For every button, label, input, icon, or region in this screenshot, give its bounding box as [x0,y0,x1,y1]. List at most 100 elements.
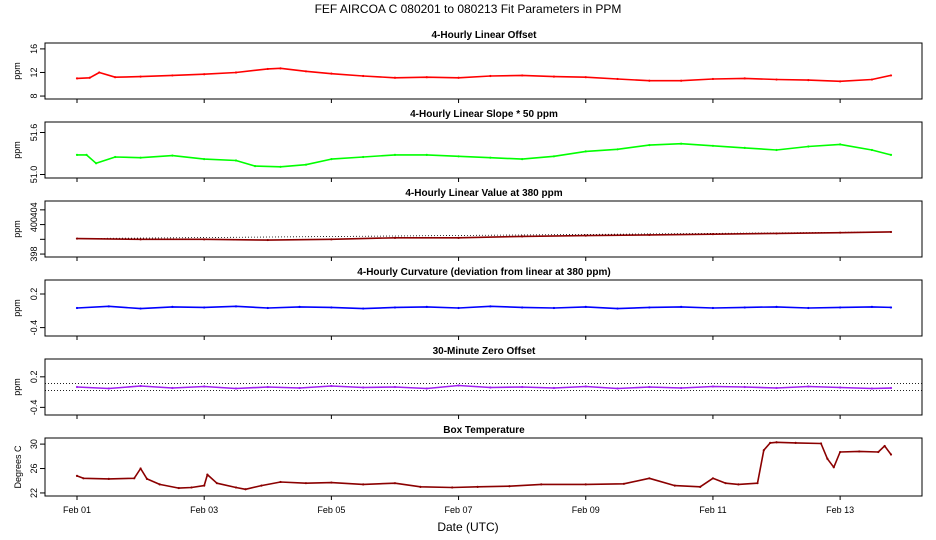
data-point [680,79,683,82]
data-point [521,385,524,389]
data-point [98,71,101,74]
x-tick-label: Feb 11 [699,505,726,515]
data-point [737,483,740,486]
data-point [743,306,746,309]
data-point [489,74,492,78]
data-point [203,306,206,309]
data-point [711,77,715,81]
data-point [889,230,893,234]
data-point [244,488,247,491]
y-axis-label: ppm [12,141,22,159]
data-point [171,305,174,308]
data-point [775,78,778,81]
data-point [616,148,619,151]
data-point [756,482,759,485]
data-point [508,485,511,488]
data-point [457,384,460,387]
series-line [76,231,892,241]
data-point [552,386,556,390]
data-point [266,306,269,310]
data-point [75,385,79,389]
data-point [82,477,85,480]
data-point [680,386,683,390]
data-point [362,74,365,78]
data-point [298,386,301,390]
data-point [839,143,842,146]
data-point [794,441,797,444]
data-point [215,482,219,485]
panel-title: Box Temperature [443,425,525,436]
y-tick-label: 400 [29,217,39,232]
data-point [139,384,142,388]
series-line [76,67,892,83]
data-point [457,76,460,79]
data-point [775,386,778,390]
data-point [540,483,543,486]
data-point [762,449,765,452]
data-point [133,477,136,480]
x-tick-label: Feb 01 [63,505,91,515]
data-point [451,486,454,489]
data-point [870,78,874,81]
data-point [584,305,587,308]
panel-title: 4-Hourly Linear Slope * 50 ppm [410,109,558,120]
data-point [206,473,209,476]
data-point [393,76,397,79]
series-line [76,441,892,491]
data-point [648,306,651,309]
plot-frame [44,437,923,497]
data-point [330,72,333,75]
panel-2: 4-Hourly Linear Slope * 50 ppm ppm 51.0 51.… [12,109,923,184]
data-point [870,305,874,308]
panel-3: 4-Hourly Linear Value at 380 ppm ppm 398 40… [12,188,923,262]
data-point [171,154,174,157]
x-axis-label: Date (UTC) [437,520,498,534]
data-point [889,386,893,390]
data-point [139,467,142,470]
data-point [711,306,715,310]
panel-title: 30-Minute Zero Offset [433,346,536,357]
data-point [362,307,365,310]
plot-frame [44,200,923,258]
data-point [393,306,397,309]
data-point [839,80,842,83]
panel-title: 4-Hourly Linear Value at 380 ppm [405,188,562,199]
data-point [584,234,587,237]
data-point [521,235,524,238]
data-point [648,233,651,236]
data-point [889,453,893,456]
data-point [552,75,556,78]
data-point [139,156,142,159]
data-point [870,387,874,390]
data-point [584,483,587,486]
series-line [77,142,892,168]
y-axis-label: ppm [12,220,22,238]
data-point [870,148,874,152]
data-point [393,236,397,239]
data-point [775,232,778,235]
y-axis-label: ppm [12,378,22,396]
y-tick-label: 0.2 [29,288,39,301]
data-point [419,485,422,488]
data-point [489,305,492,308]
data-point [839,231,842,234]
data-point [648,79,651,82]
panel-title: 4-Hourly Curvature (deviation from linea… [357,267,610,278]
data-point [883,444,886,448]
data-point [266,67,269,71]
data-point [699,485,702,488]
data-point [393,482,397,485]
x-tick-label: Feb 09 [572,505,600,515]
data-point [330,481,333,484]
data-point [75,77,79,80]
y-tick-label: 51.0 [29,166,39,184]
data-point [839,306,842,309]
data-point [457,155,460,158]
data-point [807,79,810,82]
y-tick-label: 26 [29,464,39,474]
data-point [75,306,79,310]
y-tick-label: 12 [29,67,39,77]
y-axis-label: Degrees C [13,445,23,489]
data-point [203,73,206,76]
data-point [362,386,365,389]
